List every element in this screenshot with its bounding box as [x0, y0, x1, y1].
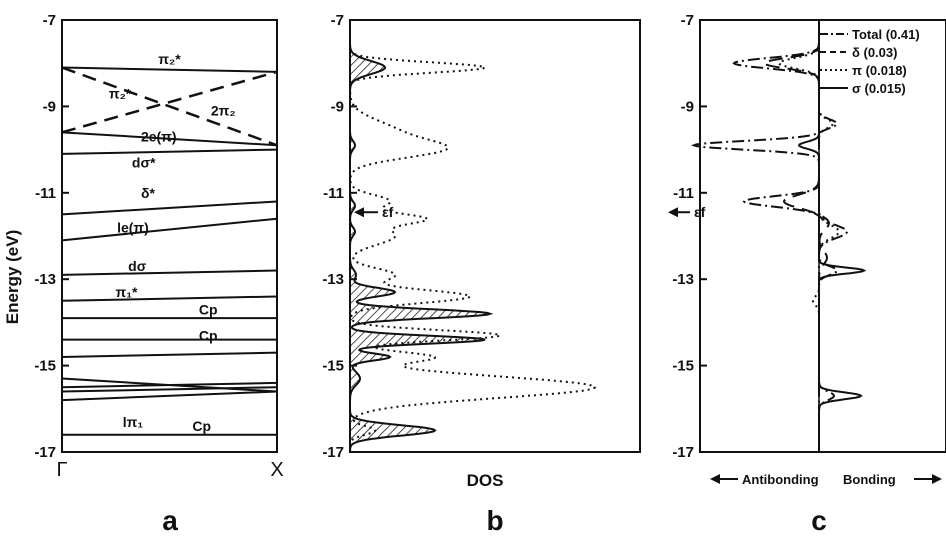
legend-entry: Total (0.41) — [852, 27, 920, 42]
band-line — [61, 351, 278, 358]
coop-curve — [797, 20, 867, 452]
x-tick-x: X — [270, 459, 283, 481]
bonding-arrow: Bonding — [843, 472, 942, 487]
y-tick-label: -13 — [34, 271, 56, 288]
band-structure-panel: Energy (eV) -7 -9 -11 -13 -15 -17 π₂* π₂* 2π₂ 2e… — [3, 12, 284, 536]
coop-curve — [777, 20, 841, 452]
legend-entry: δ (0.03) — [852, 45, 897, 60]
x-axis-label-dos: DOS — [467, 471, 504, 490]
x-tick-gamma: Γ — [56, 459, 67, 481]
band-label: Cp — [192, 418, 211, 434]
band-line — [61, 200, 278, 216]
legend: Total (0.41) δ (0.03) π (0.018) σ (0.015) — [820, 27, 920, 96]
y-tick-label: -15 — [672, 358, 694, 375]
band-label: π₂* — [158, 51, 181, 67]
band-label: Cp — [199, 327, 218, 343]
band-line — [61, 217, 278, 242]
band-line — [61, 66, 278, 147]
band-label: le(π) — [117, 219, 149, 235]
band-label: 2e(π) — [141, 129, 177, 145]
y-tick-label: -17 — [34, 444, 56, 461]
antibonding-arrow: Antibonding — [710, 472, 819, 487]
band-label: dσ — [128, 258, 147, 274]
band-line — [61, 390, 278, 402]
y-tick-label: -17 — [322, 444, 344, 461]
band-label: Cp — [199, 301, 218, 317]
y-tick-label: -7 — [681, 12, 694, 29]
y-tick-label: -17 — [672, 444, 694, 461]
band-line — [61, 70, 278, 134]
antibonding-label: Antibonding — [742, 472, 819, 487]
legend-entry: π (0.018) — [852, 63, 907, 78]
panel-c-frame — [699, 19, 946, 453]
y-tick-label: -7 — [43, 12, 56, 29]
y-tick-label: -11 — [323, 185, 344, 202]
dos-total-curve — [349, 20, 597, 452]
fermi-label-b: εf — [382, 204, 394, 220]
legend-entry: σ (0.015) — [852, 81, 906, 96]
band-line — [61, 148, 278, 155]
y-tick-label: -11 — [35, 185, 56, 202]
band-label: π₂* — [109, 85, 132, 101]
dos-projected-curve — [349, 20, 494, 452]
band-lines — [61, 66, 278, 436]
y-tick-label: -9 — [681, 98, 694, 115]
y-tick-label: -7 — [331, 12, 344, 29]
band-line — [61, 381, 278, 389]
fermi-arrowhead-b — [354, 207, 364, 218]
y-tick-label: -9 — [331, 98, 344, 115]
band-annotations: π₂* π₂* 2π₂ 2e(π) dσ* δ* le(π) dσ π₁* Cp Cp lπ₁ Cp — [109, 51, 236, 434]
y-tick-label: -13 — [322, 271, 344, 288]
band-line — [61, 131, 278, 147]
panel-b-y-ticks: -7 -9 -11 -13 -15 -17 — [322, 12, 357, 461]
y-tick-label: -9 — [43, 98, 56, 115]
fermi-arrowhead-c — [668, 207, 678, 218]
band-label: dσ* — [132, 155, 156, 171]
panel-b-frame — [349, 19, 641, 453]
panel-label-b: b — [486, 505, 503, 536]
band-line — [61, 386, 278, 393]
panel-c-y-ticks: -7 -9 -11 -13 -15 -17 — [672, 12, 707, 461]
band-label: π₁* — [116, 284, 139, 300]
fermi-level-marker-b: εf — [354, 204, 394, 220]
coop-curve — [690, 20, 849, 452]
dos-hatched-area — [350, 20, 490, 452]
band-line — [61, 295, 278, 302]
band-line — [61, 66, 278, 73]
y-tick-label: -15 — [34, 358, 56, 375]
coop-panel: -7 -9 -11 -13 -15 -17 Total (0.41) δ (0.03) π (… — [668, 12, 946, 536]
fermi-level-marker-c: εf — [668, 204, 706, 220]
dos-panel: -7 -9 -11 -13 -15 -17 εf DOS b — [322, 12, 641, 536]
panel-a-y-ticks: -7 -9 -11 -13 -15 -17 — [34, 12, 69, 461]
y-tick-label: -13 — [672, 271, 694, 288]
coop-curves — [690, 20, 867, 452]
fermi-label-c: εf — [694, 204, 706, 220]
band-line — [61, 269, 278, 276]
dos-curves — [349, 20, 597, 452]
y-tick-label: -15 — [322, 358, 344, 375]
y-axis-label: Energy (eV) — [3, 230, 22, 324]
bonding-label: Bonding — [843, 472, 896, 487]
panel-label-a: a — [162, 505, 178, 536]
band-label: 2π₂ — [211, 103, 236, 119]
band-label: δ* — [141, 185, 155, 201]
band-label: lπ₁ — [123, 414, 144, 430]
panel-label-c: c — [811, 505, 827, 536]
panel-a-frame — [61, 19, 278, 453]
y-tick-label: -11 — [673, 185, 694, 202]
